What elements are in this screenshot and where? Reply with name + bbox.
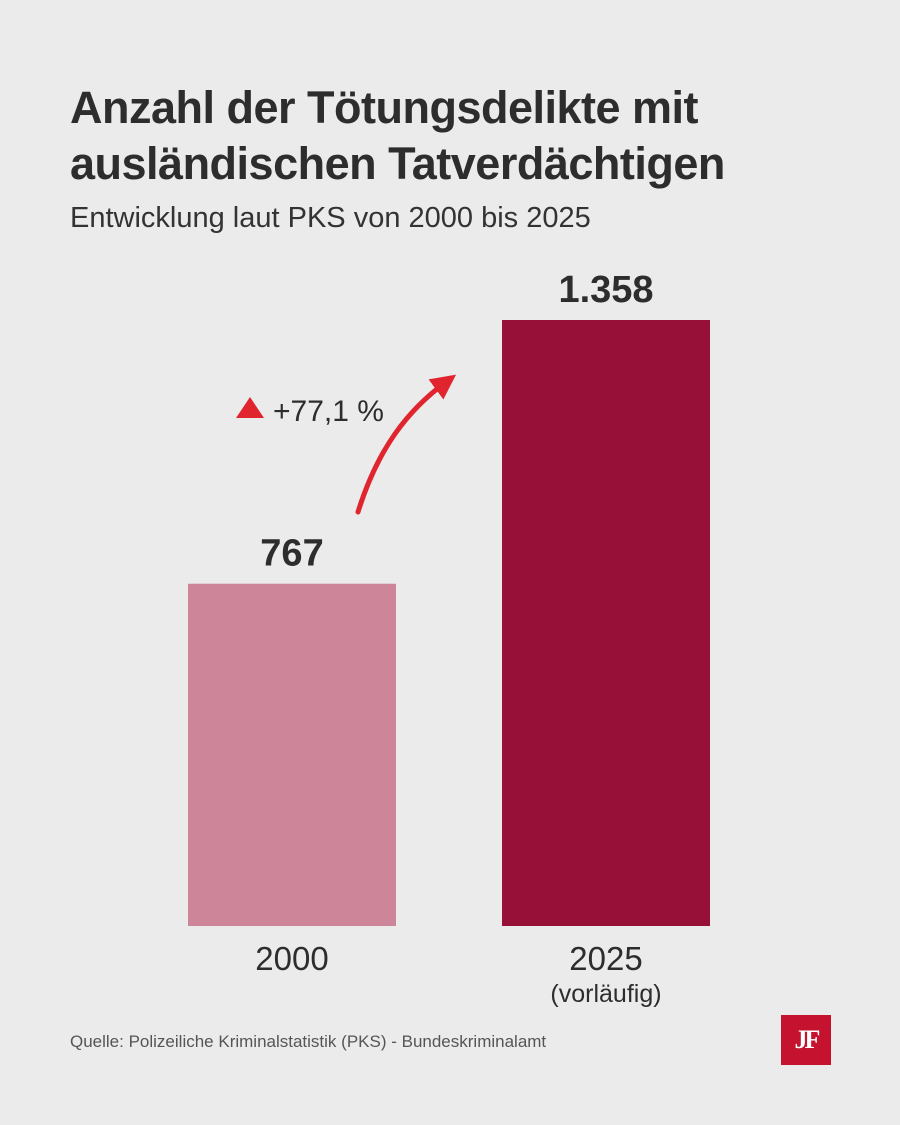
category-label-2000: 2000 bbox=[255, 940, 328, 977]
category-label-2025: 2025 bbox=[569, 940, 642, 977]
change-percent-label: +77,1 % bbox=[273, 395, 384, 428]
bar-value-label-2000: 767 bbox=[260, 533, 323, 575]
bar-2025 bbox=[502, 320, 710, 926]
chart-title-line-1: Anzahl der Tötungsdelikte mit bbox=[70, 82, 699, 133]
jf-logo: JF bbox=[781, 1015, 831, 1065]
bar-chart: 767 2000 1.358 2025 (vorläufig) +77,1 % bbox=[188, 269, 710, 1008]
bar-2000 bbox=[188, 583, 396, 926]
chart-title-line-2: ausländischen Tatverdächtigen bbox=[70, 138, 725, 189]
chart-subtitle: Entwicklung laut PKS von 2000 bis 2025 bbox=[70, 202, 591, 234]
bar-value-label-2025: 1.358 bbox=[558, 269, 653, 311]
chart-title: Anzahl der Tötungsdelikte mit ausländisc… bbox=[70, 80, 850, 192]
increase-triangle-icon bbox=[236, 397, 264, 418]
growth-arrow-icon bbox=[355, 374, 457, 515]
source-note: Quelle: Polizeiliche Kriminalstatistik (… bbox=[70, 1032, 547, 1051]
category-note-2025: (vorläufig) bbox=[550, 980, 661, 1008]
